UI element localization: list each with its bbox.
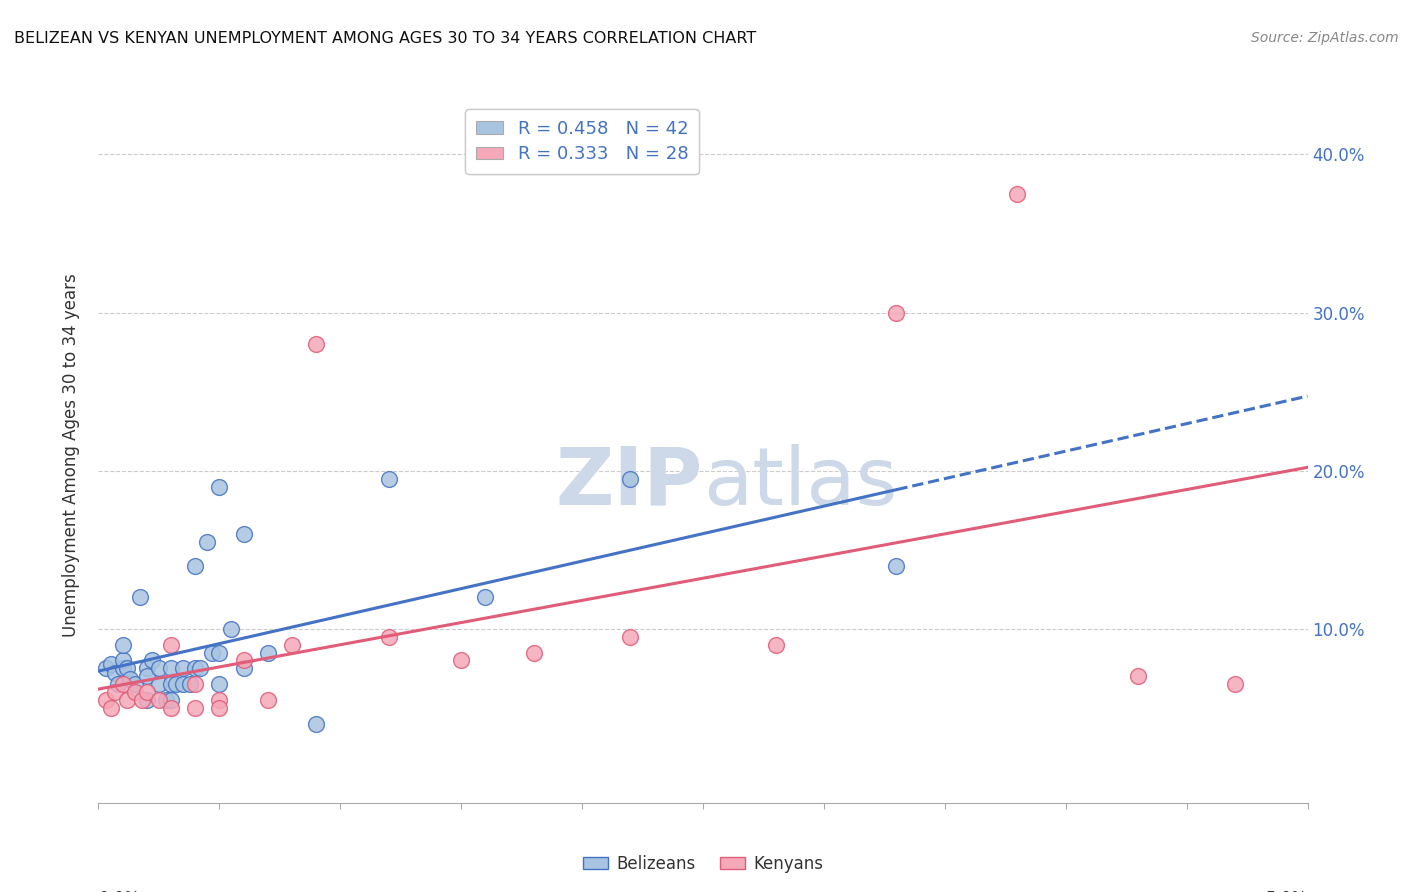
- Point: [141, 653, 163, 667]
- Point: [281, 638, 304, 652]
- Point: [256, 646, 278, 660]
- Point: [232, 661, 254, 675]
- Point: [1007, 187, 1029, 202]
- Point: [184, 661, 207, 675]
- Point: [232, 653, 254, 667]
- Point: [208, 646, 231, 660]
- Point: [1223, 677, 1246, 691]
- Point: [104, 666, 127, 681]
- Point: [94, 693, 117, 707]
- Point: [94, 661, 117, 675]
- Text: Source: ZipAtlas.com: Source: ZipAtlas.com: [1251, 31, 1399, 45]
- Point: [148, 693, 170, 707]
- Legend: Belizeans, Kenyans: Belizeans, Kenyans: [576, 848, 830, 880]
- Point: [124, 685, 146, 699]
- Point: [208, 677, 231, 691]
- Legend: R = 0.458   N = 42, R = 0.333   N = 28: R = 0.458 N = 42, R = 0.333 N = 28: [465, 109, 699, 174]
- Point: [305, 337, 328, 351]
- Point: [135, 669, 157, 683]
- Point: [155, 693, 177, 707]
- Point: [201, 646, 224, 660]
- Point: [148, 677, 170, 691]
- Point: [232, 527, 254, 541]
- Point: [100, 701, 122, 715]
- Point: [107, 677, 129, 691]
- Point: [1128, 669, 1150, 683]
- Point: [124, 677, 146, 691]
- Point: [100, 657, 122, 671]
- Point: [619, 472, 641, 486]
- Point: [619, 630, 641, 644]
- Point: [377, 630, 399, 644]
- Point: [208, 479, 231, 493]
- Point: [184, 701, 207, 715]
- Point: [765, 638, 787, 652]
- Point: [160, 677, 183, 691]
- Text: ZIP: ZIP: [555, 443, 703, 522]
- Point: [160, 661, 183, 675]
- Point: [208, 693, 231, 707]
- Text: atlas: atlas: [703, 443, 897, 522]
- Point: [377, 472, 399, 486]
- Point: [188, 661, 211, 675]
- Point: [474, 591, 496, 605]
- Point: [221, 622, 243, 636]
- Point: [179, 677, 201, 691]
- Text: BELIZEAN VS KENYAN UNEMPLOYMENT AMONG AGES 30 TO 34 YEARS CORRELATION CHART: BELIZEAN VS KENYAN UNEMPLOYMENT AMONG AG…: [14, 31, 756, 46]
- Point: [305, 716, 328, 731]
- Point: [135, 661, 157, 675]
- Point: [135, 693, 157, 707]
- Point: [148, 661, 170, 675]
- Point: [165, 677, 187, 691]
- Point: [104, 685, 127, 699]
- Point: [256, 693, 278, 707]
- Text: 5.0%: 5.0%: [1265, 890, 1308, 892]
- Point: [135, 685, 157, 699]
- Point: [111, 661, 134, 675]
- Point: [128, 591, 150, 605]
- Point: [523, 646, 546, 660]
- Text: 0.0%: 0.0%: [98, 890, 141, 892]
- Point: [111, 638, 134, 652]
- Point: [886, 305, 908, 319]
- Point: [160, 701, 183, 715]
- Point: [160, 638, 183, 652]
- Point: [195, 534, 218, 549]
- Point: [184, 677, 207, 691]
- Point: [117, 661, 139, 675]
- Y-axis label: Unemployment Among Ages 30 to 34 years: Unemployment Among Ages 30 to 34 years: [62, 273, 80, 637]
- Point: [172, 661, 194, 675]
- Point: [160, 693, 183, 707]
- Point: [111, 677, 134, 691]
- Point: [184, 558, 207, 573]
- Point: [172, 677, 194, 691]
- Point: [117, 693, 139, 707]
- Point: [111, 653, 134, 667]
- Point: [886, 558, 908, 573]
- Point: [450, 653, 472, 667]
- Point: [131, 693, 153, 707]
- Point: [208, 701, 231, 715]
- Point: [118, 673, 141, 687]
